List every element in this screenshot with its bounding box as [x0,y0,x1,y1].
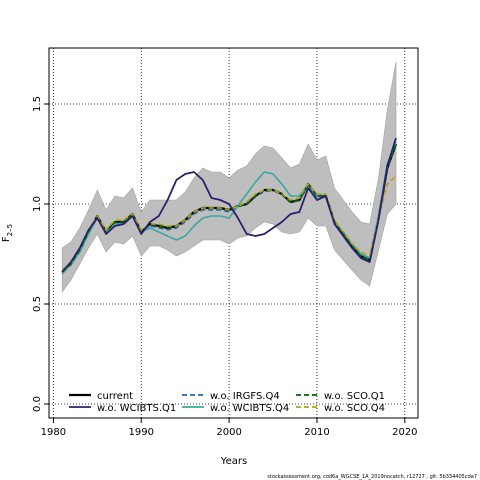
y-axis-title-main: F [1,236,12,242]
series-line-w-o-sco-q4 [61,175,397,271]
legend-label: w.o. SCO.Q4 [324,403,385,414]
x-tick-label: 2020 [392,427,417,438]
x-tick-label: 1990 [129,427,154,438]
y-tick-label: 1.0 [32,196,43,212]
y-axis-title: F2–5 [1,224,14,242]
confidence-band-layer [61,61,397,293]
x-tick-label: 1980 [41,427,66,438]
series-line-w-o-wcibts-q1 [61,137,397,273]
legend-label: w.o. WCIBTS.Q1 [97,403,176,414]
x-axis: 1980 1990 2000 2010 2020 [41,418,418,438]
x-tick-label: 2010 [304,427,329,438]
y-tick-label: 1.5 [32,96,43,112]
legend-label: w.o. SCO.Q1 [324,391,385,402]
confidence-band [61,61,397,293]
x-tick-label: 2000 [216,427,241,438]
series-lines [61,137,398,275]
y-axis-title-subscript: 2–5 [6,224,14,236]
plot-frame [48,47,419,419]
x-axis-title: Years [220,456,247,467]
y-tick-label: 0.0 [32,396,43,412]
legend-label: w.o. WCIBTS.Q4 [210,403,289,414]
legend-label: current [97,391,133,402]
footnote: stockassessment.org, cod6a_WGCSE_1A_2019… [267,474,477,480]
y-axis: 0.0 0.5 1.0 1.5 [32,96,49,412]
y-tick-label: 0.5 [32,296,43,312]
legend-label: w.o. IRGFS.Q4 [210,391,280,402]
series-line-w-o-wcibts-q4 [61,141,397,275]
